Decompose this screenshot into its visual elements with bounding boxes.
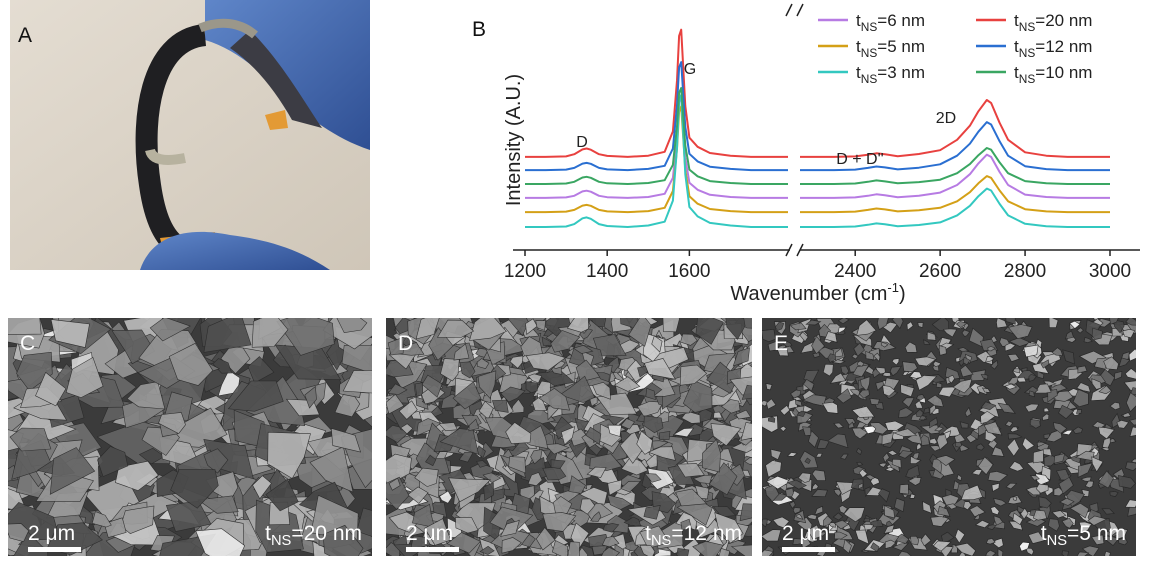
raman-chart: B Intensity (A.U.) Wavenumber (cm-1) 120… [472, 4, 1140, 305]
legend-label-sub: NS [861, 46, 878, 60]
scale-bar-label: 2 μm [28, 522, 75, 545]
sem-flake [719, 548, 730, 562]
scale-bar [406, 547, 459, 552]
sem-flake [864, 518, 870, 521]
sem-flake [910, 494, 915, 498]
sem-flake [1013, 497, 1017, 501]
spectrum-line [525, 95, 788, 227]
x-tick-label: 2400 [834, 261, 876, 282]
thickness-label-rest: =12 nm [671, 522, 742, 545]
scale-bar [782, 547, 835, 552]
sem-flake [663, 311, 680, 332]
photo-panel: A [10, 0, 370, 270]
legend-label-sub: NS [861, 72, 878, 86]
sem-flake [1033, 450, 1043, 463]
legend-label-rest: =10 nm [1035, 63, 1092, 82]
scale-bar [28, 547, 81, 552]
sem-flake [1128, 507, 1140, 516]
axis-break [786, 244, 803, 256]
legend-label-rest: =20 nm [1035, 11, 1092, 30]
peak-annotation: 2D [936, 110, 956, 127]
x-axis-title-end: ) [899, 283, 906, 305]
sem-flake [740, 504, 763, 521]
sem-flake [759, 550, 774, 559]
sem-flake [939, 346, 946, 356]
thickness-label-sub: NS [271, 533, 292, 549]
panel-label: D [398, 332, 413, 355]
legend-label: tNS=3 nm [856, 63, 925, 86]
peak-annotation: D + D'' [836, 151, 883, 168]
sem-image: D2 μmtNS=12 nm [368, 306, 770, 562]
x-axis-title-text: Wavenumber (cm [730, 283, 887, 305]
panel-label: E [774, 332, 788, 355]
sem-image: C2 μmtNS=20 nm [0, 296, 402, 562]
legend-label-sub: NS [861, 20, 878, 34]
spectrum-line [800, 189, 1110, 227]
legend-label-rest: =3 nm [877, 63, 925, 82]
sem-flake [1024, 345, 1038, 357]
thickness-label-rest: =5 nm [1067, 522, 1126, 545]
panel-label: A [18, 24, 32, 47]
sem-image: E2 μmtNS=5 nm [759, 314, 1144, 560]
x-tick-label: 1600 [668, 261, 710, 282]
spectrum-line [800, 176, 1110, 212]
y-axis-title: Intensity (A.U.) [503, 74, 525, 206]
sem-flake [1033, 510, 1046, 520]
sem-flake [659, 431, 670, 440]
legend-label: tNS=20 nm [1014, 11, 1092, 34]
thickness-label-rest: =20 nm [291, 522, 362, 545]
x-axis-title: Wavenumber (cm-1) [730, 280, 905, 305]
peak-annotation: D [576, 134, 588, 151]
legend-label-sub: NS [1019, 20, 1036, 34]
panel-label: C [20, 332, 35, 355]
scale-bar-label: 2 μm [406, 522, 453, 545]
legend-label-rest: =12 nm [1035, 37, 1092, 56]
sem-flake [0, 303, 41, 335]
scale-bar-label: 2 μm [782, 522, 829, 545]
x-tick-label: 1200 [504, 261, 546, 282]
legend-label-sub: NS [1019, 46, 1036, 60]
sem-flake [870, 398, 880, 404]
sem-flake [1105, 551, 1111, 560]
legend-label-rest: =6 nm [877, 11, 925, 30]
panel-label: B [472, 18, 486, 41]
legend-label: tNS=12 nm [1014, 37, 1092, 60]
spectrum-line [800, 100, 1110, 157]
legend-label-rest: =5 nm [877, 37, 925, 56]
x-tick-label: 1400 [586, 261, 628, 282]
sem-flake [786, 488, 794, 497]
legend-label: tNS=6 nm [856, 11, 925, 34]
thickness-label-sub: NS [651, 533, 672, 549]
legend-label: tNS=10 nm [1014, 63, 1092, 86]
sem-flake [1062, 551, 1069, 559]
thickness-label-sub: NS [1047, 533, 1068, 549]
axis-break [786, 4, 803, 16]
x-axis-title-sup: -1 [887, 280, 899, 295]
x-tick-label: 2800 [1004, 261, 1046, 282]
sem-flake [677, 548, 689, 562]
sem-flake [1049, 316, 1058, 327]
spectrum-line [525, 30, 788, 157]
sem-flake [900, 484, 909, 494]
legend-label: tNS=5 nm [856, 37, 925, 60]
x-tick-label: 2600 [919, 261, 961, 282]
sem-flake [568, 542, 580, 557]
legend-label-sub: NS [1019, 72, 1036, 86]
x-tick-label: 3000 [1089, 261, 1131, 282]
sem-panels: C2 μmtNS=20 nmD2 μmtNS=12 nmE2 μmtNS=5 n… [0, 296, 1144, 562]
peak-annotation: G [684, 61, 696, 78]
